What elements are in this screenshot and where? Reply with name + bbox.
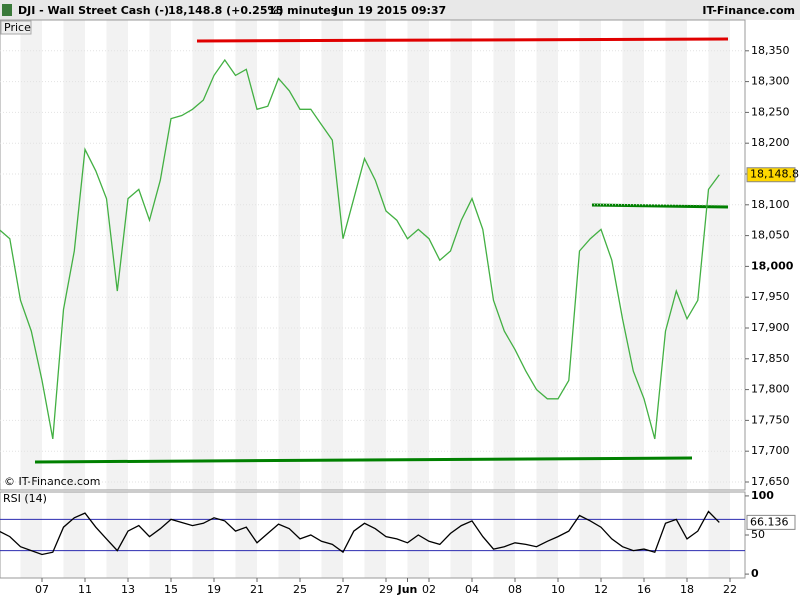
day-stripe [321, 492, 343, 578]
day-stripe [622, 492, 644, 578]
x-tick-label: 22 [723, 583, 737, 596]
day-stripe [20, 20, 42, 490]
day-stripe [708, 20, 730, 490]
last-value-label: 18,148.8 [750, 168, 799, 181]
day-stripe [106, 20, 128, 490]
x-tick-label: 04 [465, 583, 479, 596]
y-tick-label: 18,250 [751, 105, 790, 118]
day-stripe [665, 492, 687, 578]
day-stripe [20, 492, 42, 578]
x-tick-label: Jun [397, 583, 418, 596]
day-stripe [321, 20, 343, 490]
day-stripe [493, 492, 515, 578]
panel-label-box [0, 20, 32, 35]
x-tick-label: 13 [121, 583, 135, 596]
y-tick-label: 18,350 [751, 44, 790, 57]
day-stripe [192, 492, 214, 578]
x-tick-label: 18 [680, 583, 694, 596]
last-value-box [746, 514, 796, 530]
price-panel [0, 19, 746, 491]
day-stripe [364, 20, 386, 490]
day-stripe [149, 20, 171, 490]
y-tick-label: 100 [751, 489, 774, 502]
day-stripe [63, 492, 85, 578]
stripes [20, 20, 730, 578]
y-tick-label: 17,750 [751, 413, 790, 426]
y-tick-label: 17,650 [751, 475, 790, 488]
day-stripe [536, 492, 558, 578]
day-stripe [622, 20, 644, 490]
x-tick-label: 07 [35, 583, 49, 596]
x-tick-label: 10 [551, 583, 565, 596]
rsi-panel-title: RSI (14) [3, 492, 47, 505]
day-stripe [149, 492, 171, 578]
day-stripe [579, 492, 601, 578]
y-tick-label: 18,000 [751, 259, 794, 272]
x-tick-label: 27 [336, 583, 350, 596]
x-tick-label: 25 [293, 583, 307, 596]
x-tick-label: 08 [508, 583, 522, 596]
day-stripe [579, 20, 601, 490]
series-line [0, 58, 720, 440]
y-tick-label: 0 [751, 567, 759, 580]
y-tick-label: 17,950 [751, 290, 790, 303]
neckline [591, 203, 729, 209]
header-bar [0, 0, 800, 20]
x-tick-label: 15 [164, 583, 178, 596]
price-panel-title: Price [4, 21, 31, 34]
logo-icon [2, 4, 12, 16]
support-line [34, 456, 693, 464]
last-value-box [746, 167, 796, 183]
y-tick-label: 18,100 [751, 198, 790, 211]
y-tick-label: 18,200 [751, 136, 790, 149]
brand: IT-Finance.com [702, 4, 795, 17]
day-stripe [493, 20, 515, 490]
x-tick-label: 02 [422, 583, 436, 596]
x-tick-label: 19 [207, 583, 221, 596]
day-stripe [278, 492, 300, 578]
day-stripe [450, 20, 472, 490]
timestamp: Jun 19 2015 09:37 [333, 4, 446, 17]
day-stripe [235, 492, 257, 578]
day-stripe [708, 492, 730, 578]
y-tick-label: 50 [751, 528, 765, 541]
interval: 15 minutes [268, 4, 338, 17]
y-tick-label: 18,050 [751, 229, 790, 242]
day-stripe [407, 20, 429, 490]
resistance-line [196, 37, 729, 43]
day-stripe [665, 20, 687, 490]
day-stripe [235, 20, 257, 490]
y-tick-label: 17,700 [751, 444, 790, 457]
watermark: © IT-Finance.com [4, 475, 101, 488]
y-tick-label: 17,900 [751, 321, 790, 334]
day-stripe [63, 20, 85, 490]
day-stripe [450, 492, 472, 578]
instrument-title: DJI - Wall Street Cash (-) [18, 4, 169, 17]
day-stripe [192, 20, 214, 490]
x-tick-label: 16 [637, 583, 651, 596]
y-tick-label: 18,300 [751, 75, 790, 88]
x-tick-label: 12 [594, 583, 608, 596]
last-price: 18,148.8 (+0.25%) [168, 4, 284, 17]
x-tick-label: 29 [379, 583, 393, 596]
y-tick-label: 17,850 [751, 352, 790, 365]
y-tick-label: 17,800 [751, 383, 790, 396]
day-stripe [278, 20, 300, 490]
series-line [0, 510, 720, 556]
day-stripe [364, 492, 386, 578]
day-stripe [106, 492, 128, 578]
x-tick-label: 21 [250, 583, 264, 596]
x-tick-label: 11 [78, 583, 92, 596]
last-value-label: 66.136 [750, 515, 789, 528]
day-stripe [536, 20, 558, 490]
